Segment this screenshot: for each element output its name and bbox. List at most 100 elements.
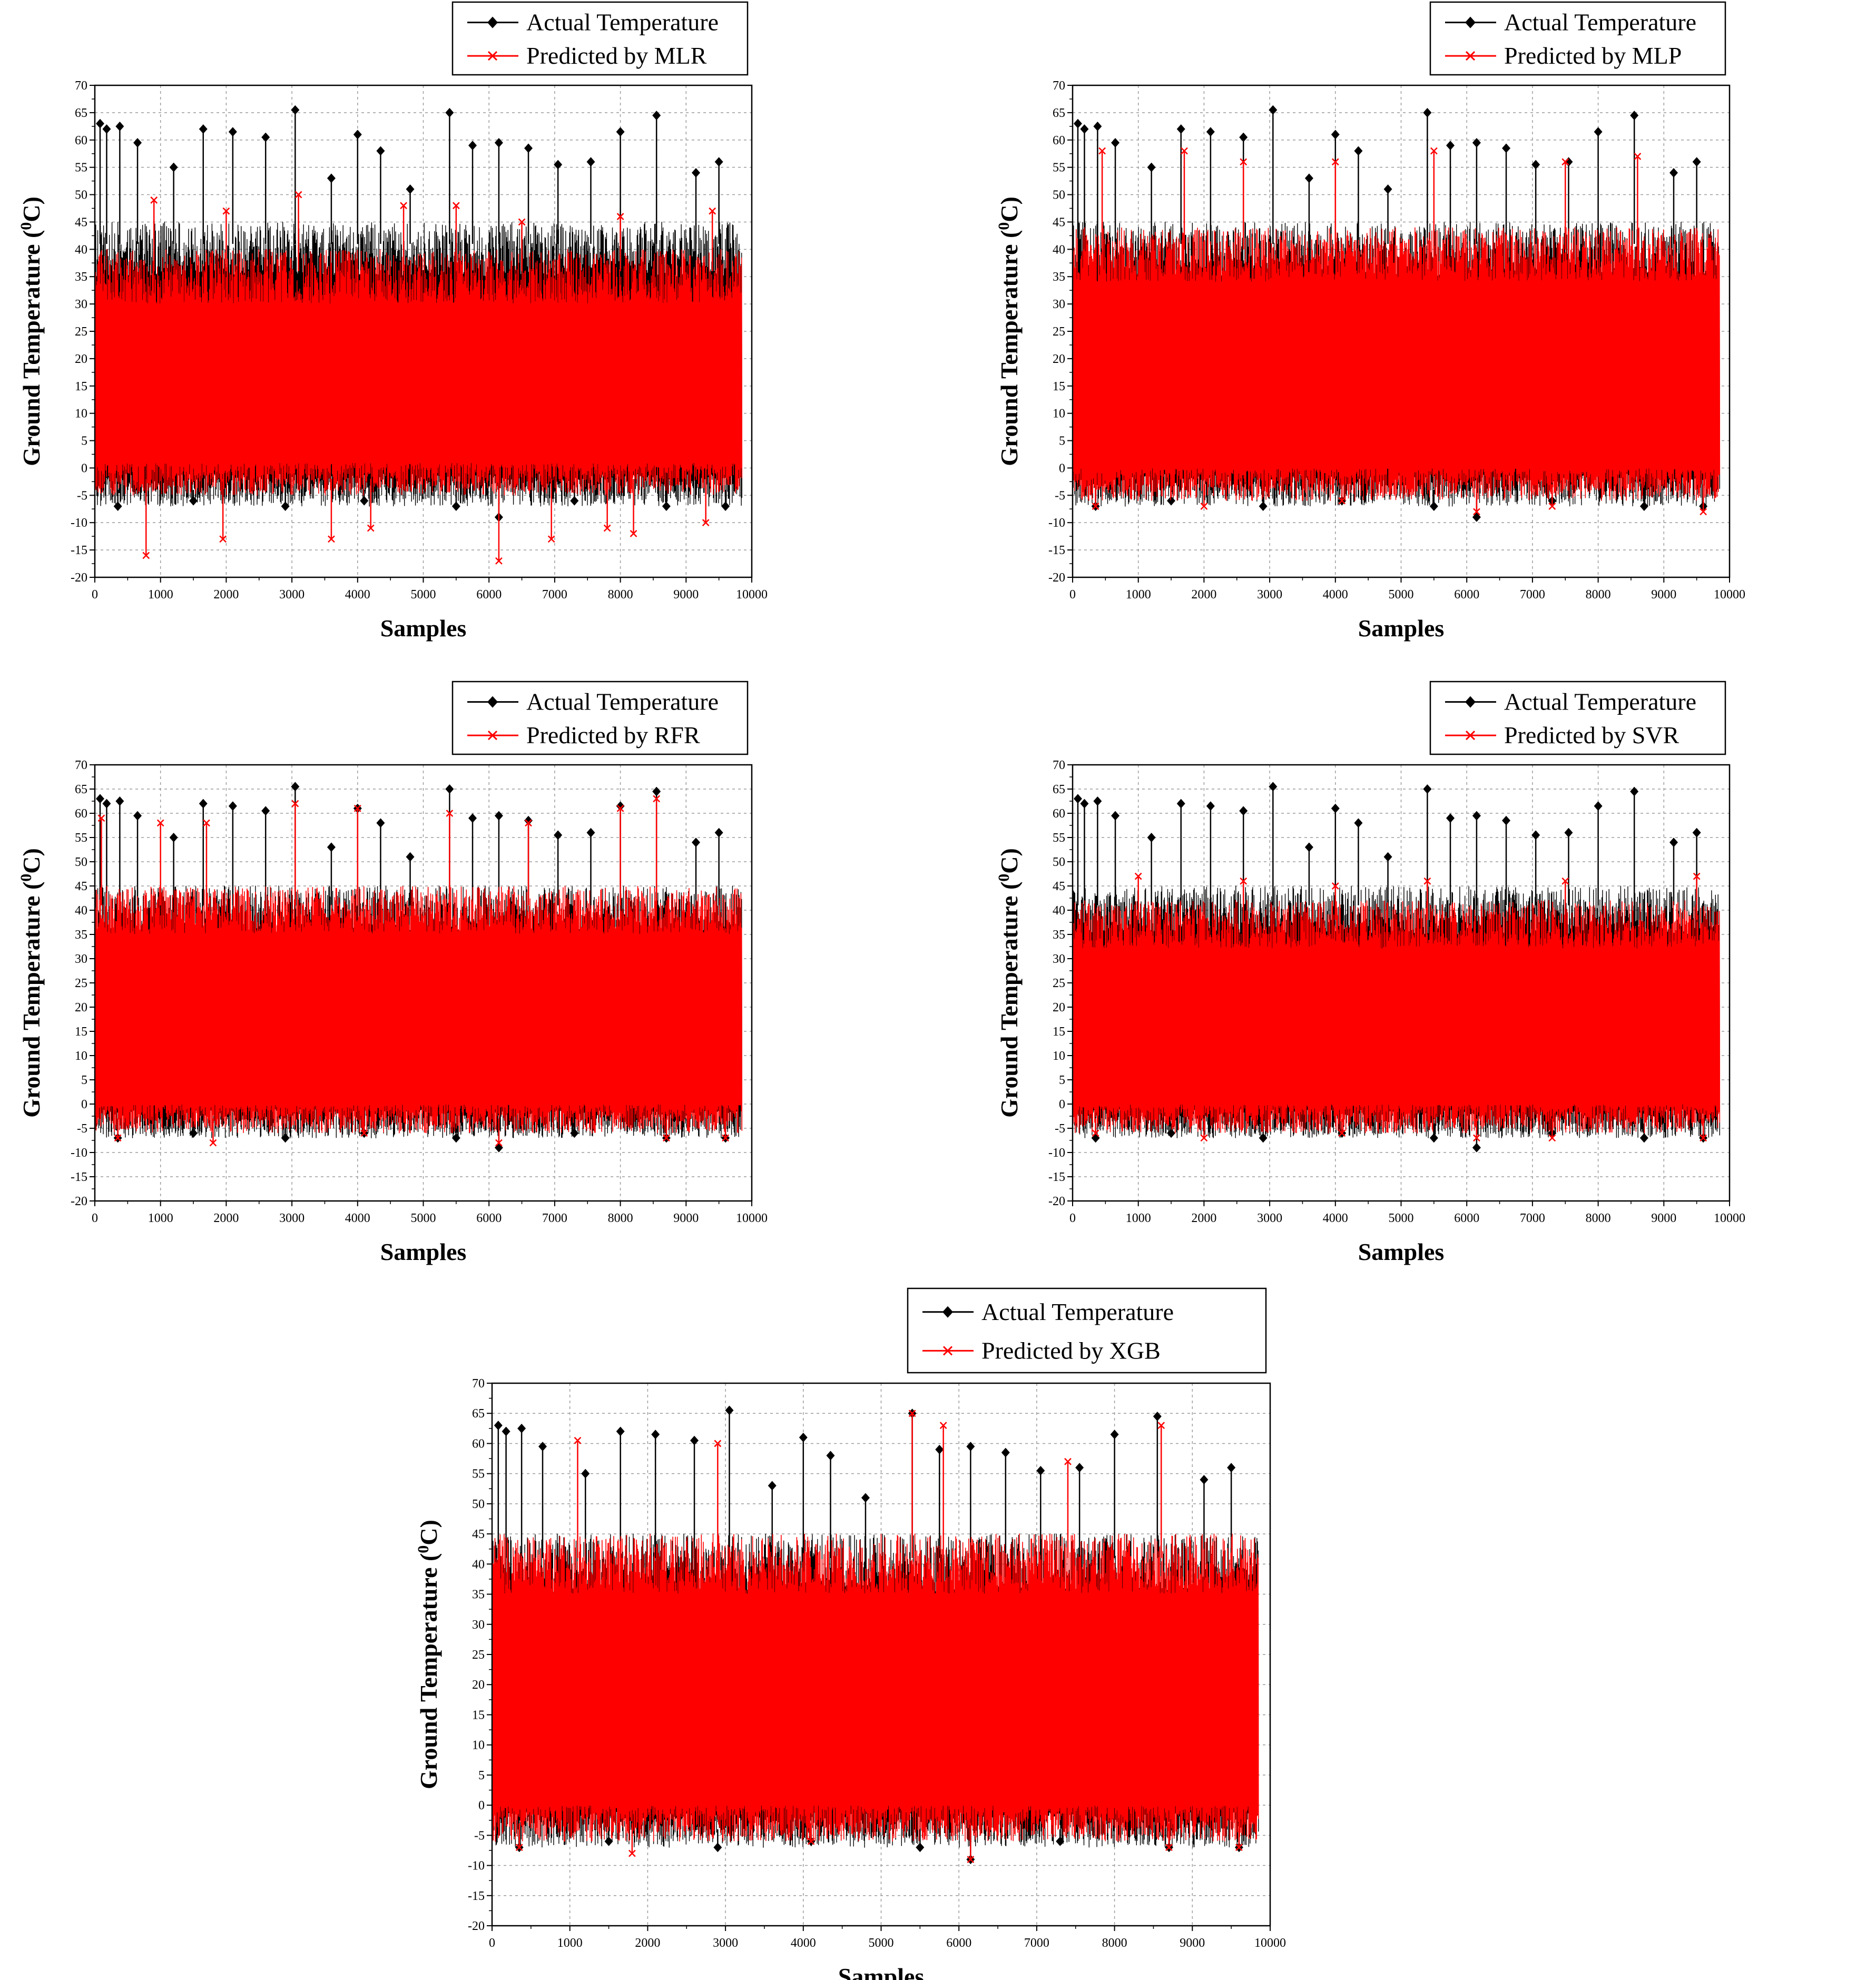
y-tick-label: 35 bbox=[472, 1588, 485, 1602]
data-point-marker bbox=[494, 137, 503, 147]
y-tick-label: -5 bbox=[77, 489, 87, 503]
x-tick-label: 7000 bbox=[1520, 588, 1545, 602]
data-point-marker bbox=[967, 1856, 975, 1863]
data-point-marker bbox=[1423, 107, 1432, 117]
data-point-marker bbox=[1153, 1411, 1162, 1421]
data-point-marker bbox=[1473, 508, 1480, 516]
y-axis-title-main: Ground Temperature ( bbox=[996, 882, 1023, 1118]
x-tick-label: 10000 bbox=[736, 588, 768, 602]
data-point-marker bbox=[1157, 1422, 1165, 1429]
data-point-marker bbox=[1056, 1836, 1065, 1846]
data-point-marker bbox=[1331, 158, 1339, 166]
data-point-marker bbox=[102, 124, 111, 134]
y-axis-title-unit: C) bbox=[18, 196, 45, 222]
data-point-marker bbox=[1147, 162, 1156, 172]
x-tick-label: 6000 bbox=[1454, 1211, 1479, 1225]
y-tick-label: 45 bbox=[1053, 880, 1065, 893]
y-tick-label: -5 bbox=[1055, 489, 1065, 503]
data-point-marker bbox=[1304, 173, 1313, 183]
data-point-marker bbox=[826, 1451, 835, 1461]
data-point-marker bbox=[939, 1422, 947, 1429]
y-tick-label: 20 bbox=[1053, 352, 1065, 366]
y-tick-label: -15 bbox=[468, 1889, 485, 1903]
y-tick-label: 15 bbox=[75, 1025, 87, 1039]
y-tick-label: 30 bbox=[75, 298, 87, 311]
legend-item-actual: Actual Temperature bbox=[1445, 9, 1696, 36]
data-point-marker bbox=[376, 818, 385, 828]
y-tick-label: 25 bbox=[472, 1648, 485, 1662]
data-point-marker bbox=[916, 1843, 925, 1853]
data-point-marker bbox=[692, 168, 701, 178]
data-point-marker bbox=[1423, 877, 1431, 885]
data-point-marker bbox=[1669, 168, 1678, 178]
y-tick-label: 10 bbox=[1053, 407, 1065, 421]
data-point-marker bbox=[1594, 127, 1603, 137]
x-tick-label: 8000 bbox=[1586, 1211, 1611, 1225]
legend-item-actual: Actual Temperature bbox=[922, 1298, 1174, 1325]
y-tick-label: 25 bbox=[75, 325, 87, 339]
data-point-marker bbox=[692, 838, 701, 848]
x-tick-label: 5000 bbox=[869, 1936, 894, 1950]
y-tick-label: 5 bbox=[1059, 435, 1065, 448]
legend-marker bbox=[487, 731, 498, 741]
data-point-marker bbox=[586, 828, 595, 838]
y-tick-label: 70 bbox=[75, 79, 87, 93]
legend-label: Actual Temperature bbox=[1504, 9, 1696, 36]
y-tick-label: -10 bbox=[71, 1146, 87, 1160]
data-point-marker bbox=[97, 814, 105, 822]
y-tick-label: 55 bbox=[1053, 161, 1065, 175]
data-point-marker bbox=[189, 1128, 198, 1138]
y-tick-label: -5 bbox=[474, 1829, 485, 1843]
data-point-marker bbox=[353, 804, 361, 812]
data-point-marker bbox=[1235, 1844, 1243, 1851]
legend-label: Predicted by RFR bbox=[526, 722, 700, 748]
data-point-marker bbox=[1269, 105, 1278, 115]
data-point-marker bbox=[294, 191, 302, 199]
data-point-marker bbox=[616, 127, 625, 137]
data-point-marker bbox=[328, 535, 335, 543]
chart-panel-mlr: -20-15-10-505101520253035404550556065700… bbox=[17, 1, 768, 642]
data-point-marker bbox=[1259, 501, 1268, 511]
x-tick-label: 5000 bbox=[411, 588, 436, 602]
data-point-marker bbox=[1073, 794, 1082, 804]
data-point-marker bbox=[281, 501, 290, 511]
legend: Actual Temperature Predicted by MLP bbox=[1429, 1, 1726, 76]
x-tick-label: 2000 bbox=[1191, 588, 1216, 602]
y-tick-label: 5 bbox=[81, 1073, 87, 1087]
y-tick-label: 70 bbox=[472, 1377, 485, 1391]
data-point-marker bbox=[722, 1134, 730, 1142]
y-tick-label: 50 bbox=[75, 855, 87, 869]
data-point-marker bbox=[445, 784, 454, 794]
y-tick-label: 10 bbox=[472, 1739, 485, 1752]
data-point-marker bbox=[219, 535, 227, 543]
data-point-marker bbox=[1064, 1457, 1072, 1465]
data-point-marker bbox=[376, 146, 385, 156]
y-axis-title-unit: C) bbox=[415, 1520, 442, 1545]
data-point-marker bbox=[652, 111, 661, 121]
x-tick-label: 1000 bbox=[557, 1936, 583, 1950]
legend-marker bbox=[942, 1306, 953, 1318]
data-point-marker bbox=[1548, 503, 1556, 510]
legend-marker bbox=[942, 1346, 953, 1356]
y-tick-label: 65 bbox=[1053, 106, 1065, 120]
data-point-marker bbox=[690, 1435, 699, 1445]
x-tick-label: 6000 bbox=[1454, 588, 1479, 602]
data-point-marker bbox=[1165, 1844, 1173, 1851]
y-axis-title-unit: C) bbox=[996, 196, 1023, 222]
data-point-marker bbox=[1092, 503, 1099, 510]
data-point-marker bbox=[1564, 157, 1573, 167]
legend-marker bbox=[487, 51, 498, 61]
y-tick-label: 30 bbox=[75, 952, 87, 966]
x-tick-label: 3000 bbox=[279, 1211, 305, 1225]
y-axis-title-main: Ground Temperature ( bbox=[415, 1553, 442, 1789]
x-tick-label: 3000 bbox=[279, 588, 305, 602]
data-point-marker bbox=[1700, 1134, 1707, 1142]
x-tick-label: 4000 bbox=[1323, 588, 1348, 602]
data-point-marker bbox=[799, 1433, 808, 1442]
y-tick-label: 15 bbox=[1053, 1025, 1065, 1039]
data-point-marker bbox=[281, 1133, 290, 1143]
data-point-marker bbox=[95, 794, 104, 804]
data-point-marker bbox=[209, 1139, 217, 1147]
series-line bbox=[492, 1533, 1259, 1842]
y-axis-title-superscript: 0 bbox=[995, 874, 1013, 882]
